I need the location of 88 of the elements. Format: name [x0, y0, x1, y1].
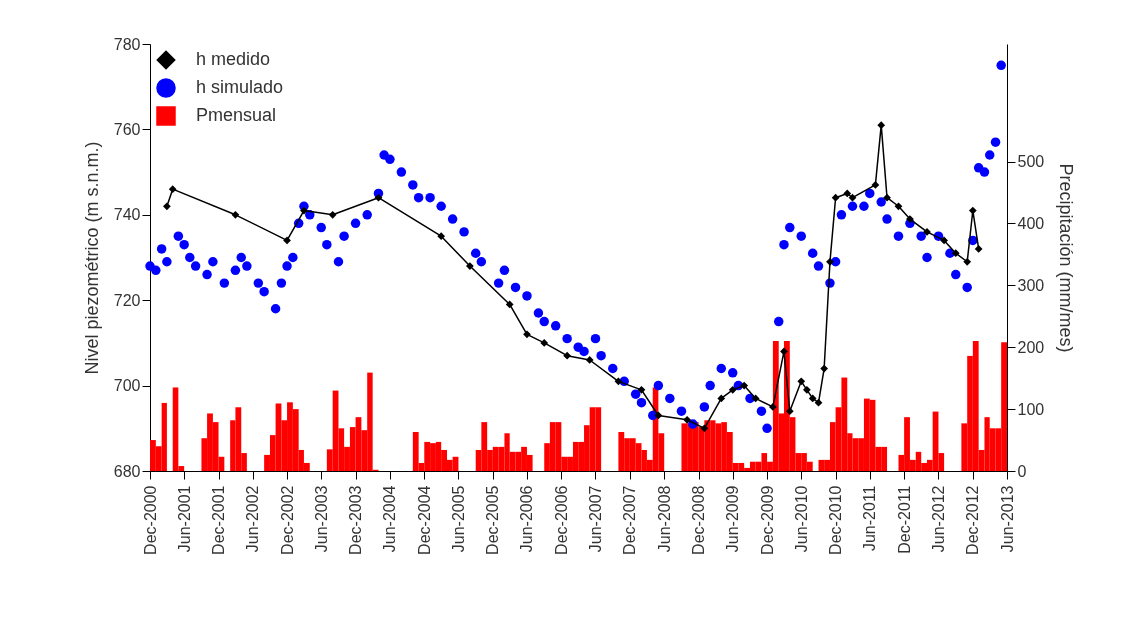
legend-label: h simulado: [196, 77, 284, 97]
point: [728, 386, 737, 394]
point: [843, 189, 852, 198]
y2-tick-label: 300: [1017, 276, 1045, 294]
y2-tick-label: 200: [1017, 338, 1045, 356]
x-tick-label: Jun-2006: [518, 485, 536, 553]
y-tick-label: 720: [113, 291, 141, 309]
y-tick-label: 700: [113, 377, 141, 395]
y-tick-label: 740: [113, 206, 141, 224]
y2-tick-label: 100: [1017, 400, 1045, 418]
point: [923, 228, 931, 236]
y-tick-label: 760: [113, 120, 141, 138]
point: [877, 121, 886, 129]
point: [894, 202, 903, 211]
y2-tick-label: 0: [1017, 462, 1027, 480]
x-tick-label: Jun-2009: [724, 485, 742, 553]
point: [968, 206, 977, 215]
point: [540, 339, 549, 347]
x-tick-label: Jun-2002: [244, 485, 262, 553]
point: [871, 181, 880, 189]
point: [283, 236, 291, 245]
point: [785, 407, 794, 416]
y-tick-label: 680: [113, 462, 141, 480]
point: [780, 347, 788, 356]
point: [168, 185, 177, 194]
x-tick-label: Jun-2012: [929, 485, 947, 553]
x-tick-label: Jun-2004: [381, 485, 399, 553]
point: [163, 202, 171, 211]
point: [808, 394, 817, 403]
y2-tick-label: 400: [1017, 214, 1045, 232]
x-tick-label: Dec-2012: [964, 485, 982, 555]
point: [814, 398, 823, 407]
legend-label: h medido: [196, 49, 271, 69]
y-tick-label: 780: [113, 35, 141, 53]
x-tick-label: Jun-2013: [998, 485, 1016, 553]
x-tick-label: Jun-2008: [655, 485, 673, 553]
point: [797, 377, 806, 386]
point: [683, 415, 691, 424]
point: [637, 386, 646, 394]
point: [848, 193, 857, 202]
x-tick-label: Jun-2010: [792, 485, 810, 553]
point: [883, 193, 891, 202]
point: [505, 300, 514, 309]
point: [963, 257, 972, 266]
point: [523, 330, 531, 339]
x-tick-label: Dec-2001: [210, 485, 228, 555]
x-tick-label: Jun-2003: [312, 485, 330, 553]
x-tick-label: Dec-2002: [278, 485, 296, 555]
x-tick-label: Dec-2003: [347, 485, 365, 555]
x-tick-label: Jun-2005: [449, 485, 467, 553]
y-axis-title: Nivel piezométrico (m s.n.m.): [81, 141, 102, 375]
point: [614, 377, 623, 386]
x-tick-label: Dec-2008: [690, 485, 708, 555]
point: [585, 356, 594, 364]
legend-label: Pmensual: [196, 105, 277, 125]
point: [820, 364, 829, 373]
x-tick-label: Dec-2006: [552, 485, 570, 555]
point: [951, 249, 960, 258]
point: [328, 210, 337, 219]
y2-axis-title: Precipitación (mm/mes): [1056, 163, 1077, 353]
point: [700, 424, 709, 433]
point: [740, 381, 749, 390]
point: [231, 210, 240, 219]
point: [717, 394, 726, 403]
point: [940, 236, 948, 245]
point: [769, 403, 777, 411]
point: [826, 257, 834, 266]
point: [803, 386, 811, 394]
x-tick-label: Dec-2004: [415, 485, 433, 555]
x-tick-label: Jun-2001: [175, 485, 193, 553]
x-tick-label: Dec-2005: [484, 485, 502, 555]
x-tick-label: Dec-2011: [895, 485, 913, 554]
point: [654, 411, 663, 420]
point: [437, 232, 446, 241]
point: [831, 193, 840, 202]
x-tick-label: Dec-2009: [758, 485, 776, 555]
x-tick-label: Dec-2007: [621, 485, 639, 555]
point: [563, 351, 572, 360]
point: [466, 262, 474, 270]
x-tick-label: Dec-2010: [827, 485, 845, 555]
point: [374, 193, 383, 202]
x-tick-label: Dec-2000: [141, 485, 159, 555]
point: [751, 394, 760, 403]
x-tick-label: Jun-2007: [586, 485, 604, 553]
point: [300, 206, 308, 215]
y2-tick-label: 500: [1017, 153, 1045, 171]
x-tick-label: Jun-2011: [861, 485, 879, 552]
point: [974, 245, 983, 253]
